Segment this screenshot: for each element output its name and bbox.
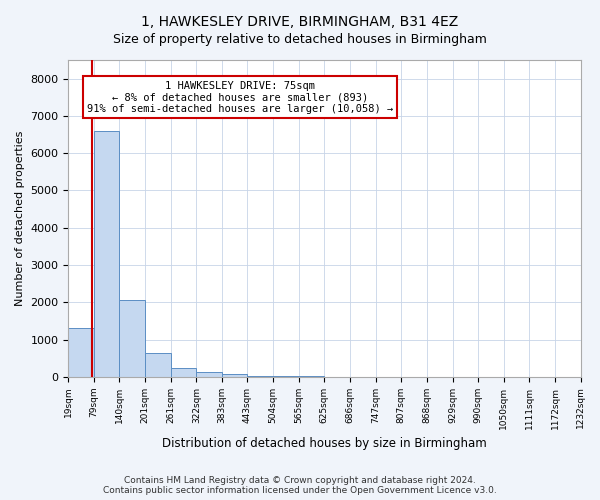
Text: Contains HM Land Registry data © Crown copyright and database right 2024.
Contai: Contains HM Land Registry data © Crown c… <box>103 476 497 495</box>
Y-axis label: Number of detached properties: Number of detached properties <box>15 130 25 306</box>
Bar <box>68 328 94 377</box>
Bar <box>196 372 222 377</box>
Bar <box>170 368 196 377</box>
Bar <box>222 374 247 377</box>
Text: 1, HAWKESLEY DRIVE, BIRMINGHAM, B31 4EZ: 1, HAWKESLEY DRIVE, BIRMINGHAM, B31 4EZ <box>142 15 458 29</box>
Text: 1 HAWKESLEY DRIVE: 75sqm
← 8% of detached houses are smaller (893)
91% of semi-d: 1 HAWKESLEY DRIVE: 75sqm ← 8% of detache… <box>87 80 393 114</box>
Text: Size of property relative to detached houses in Birmingham: Size of property relative to detached ho… <box>113 32 487 46</box>
Bar <box>247 376 273 377</box>
X-axis label: Distribution of detached houses by size in Birmingham: Distribution of detached houses by size … <box>162 437 487 450</box>
Bar <box>145 352 170 377</box>
Bar <box>273 376 299 377</box>
Bar <box>94 131 119 377</box>
Bar <box>119 300 145 377</box>
